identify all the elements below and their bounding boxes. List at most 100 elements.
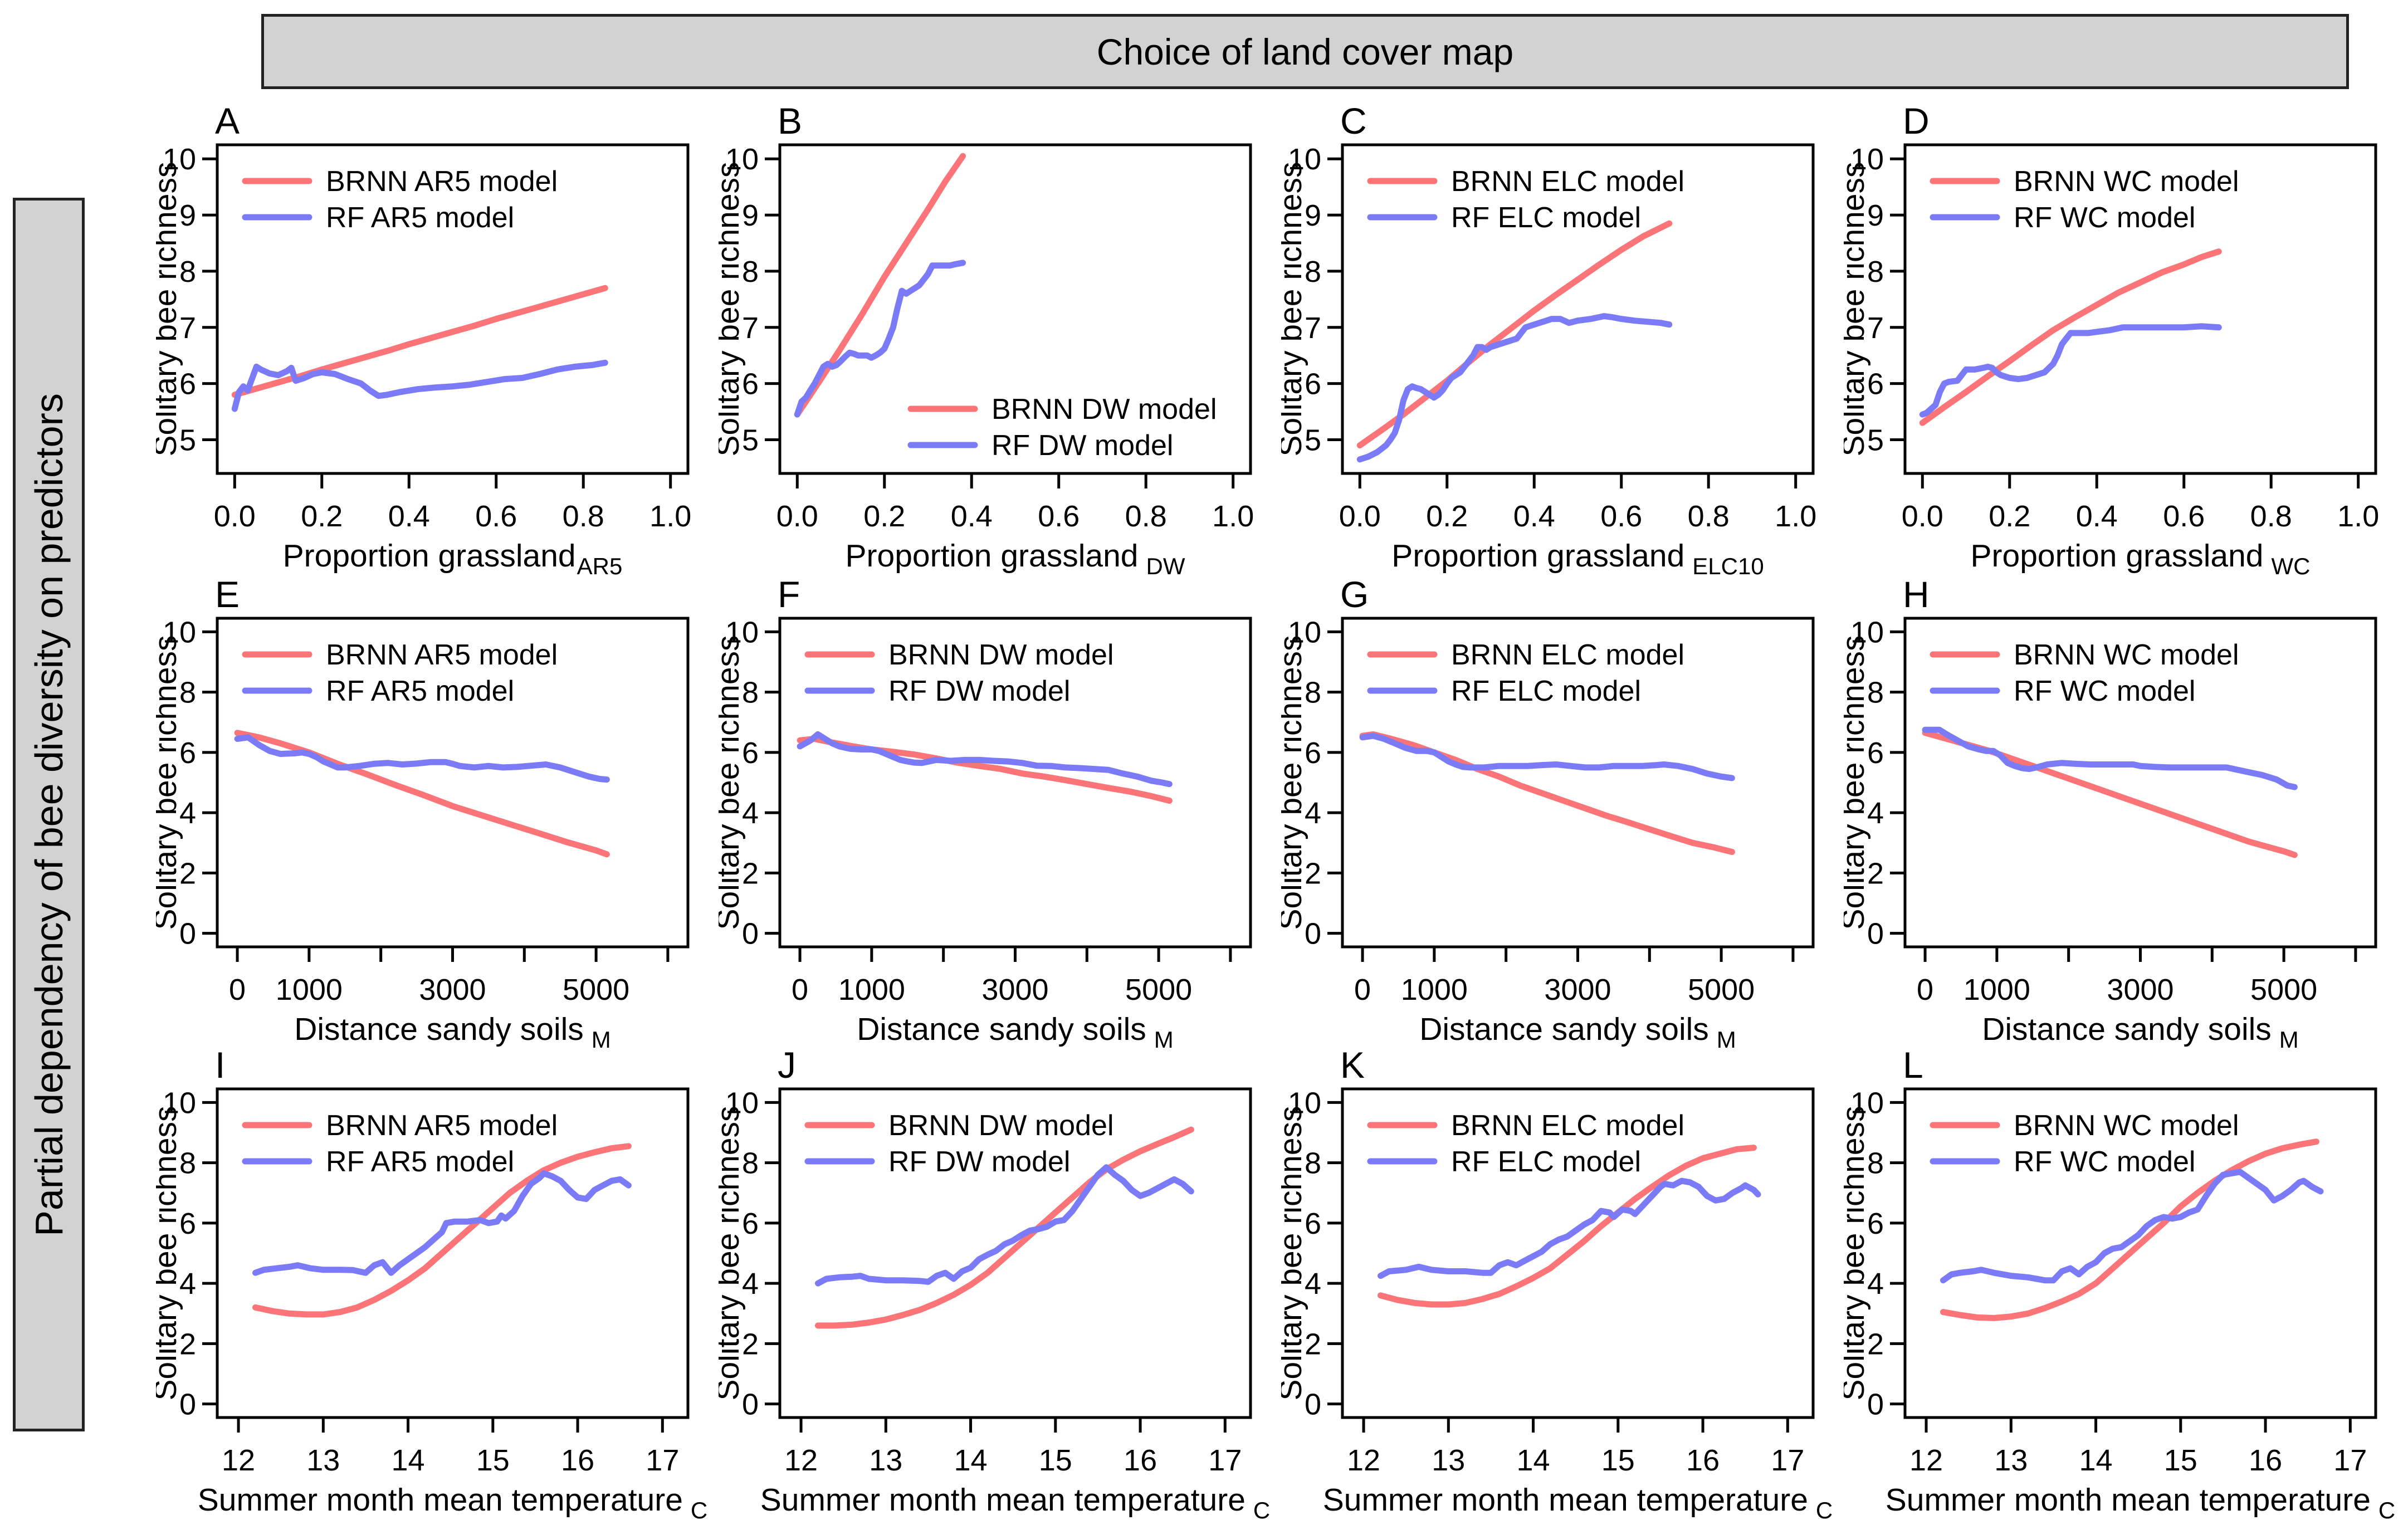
y-axis-label: Solitary bee richness [1844, 1106, 1871, 1400]
legend-label: BRNN ELC model [1451, 1110, 1684, 1142]
series-line-brnn [815, 1126, 1194, 1329]
y-tick-label: 10 [1850, 143, 1884, 176]
legend-label: BRNN DW model [888, 639, 1114, 671]
y-tick-label: 2 [1305, 1327, 1321, 1361]
y-tick-label: 7 [1305, 311, 1321, 345]
y-axis-label: Solitary bee richness [719, 635, 746, 930]
y-tick-label: 4 [742, 796, 759, 830]
y-axis-label: Solitary bee richness [156, 635, 183, 930]
y-tick-label: 2 [742, 1327, 759, 1361]
x-tick-label: 0.6 [1038, 500, 1080, 533]
x-tick-label: 13 [306, 1444, 340, 1477]
x-tick-label: 5000 [2250, 973, 2317, 1006]
legend-label: RF AR5 model [326, 675, 514, 707]
y-axis-label: Solitary bee richness [156, 162, 183, 456]
top-banner: Choice of land cover map [261, 14, 2349, 89]
y-tick-label: 2 [179, 1327, 196, 1361]
y-tick-label: 8 [742, 1147, 759, 1180]
y-tick-label: 10 [1288, 615, 1321, 649]
x-tick-label: 0.0 [1902, 500, 1943, 533]
y-tick-label: 8 [742, 255, 759, 289]
y-tick-label: 7 [742, 311, 759, 345]
series-line-rf [1940, 1169, 2324, 1284]
series-line-brnn [234, 730, 610, 858]
y-tick-label: 6 [179, 368, 196, 401]
y-tick-label: 6 [179, 1207, 196, 1240]
x-tick-label: 0.8 [1688, 500, 1730, 533]
legend-label: BRNN ELC model [1451, 165, 1684, 198]
x-axis-label: Summer month mean temperature C [198, 1482, 708, 1520]
panel-letter: D [1903, 100, 1930, 141]
y-tick-label: 0 [1867, 917, 1884, 951]
x-tick-label: 0.2 [863, 500, 905, 533]
x-tick-label: 5000 [1688, 973, 1755, 1006]
panel-letter: G [1340, 574, 1369, 615]
y-tick-label: 4 [1867, 1267, 1884, 1301]
legend-label: BRNN ELC model [1451, 639, 1684, 671]
y-tick-label: 8 [1867, 676, 1884, 710]
x-tick-label: 0.0 [776, 500, 818, 533]
panel-letter: L [1903, 1044, 1923, 1086]
x-tick-label: 0.6 [475, 500, 517, 533]
legend-label: BRNN DW model [991, 393, 1217, 426]
x-tick-label: 14 [392, 1444, 425, 1477]
x-tick-label: 0.8 [2250, 500, 2292, 533]
plot-box [1341, 143, 1815, 475]
legend-label: RF DW model [888, 675, 1070, 707]
legend-label: RF WC model [2014, 1146, 2195, 1178]
y-tick-label: 0 [1867, 1388, 1884, 1421]
x-tick-label: 14 [2079, 1444, 2113, 1477]
x-tick-label: 0.6 [1600, 500, 1642, 533]
legend-label: BRNN DW model [888, 1110, 1114, 1142]
x-tick-label: 0.4 [2076, 500, 2118, 533]
x-tick-label: 1000 [1401, 973, 1468, 1006]
x-tick-label: 3000 [981, 973, 1048, 1006]
y-tick-label: 0 [179, 917, 196, 951]
x-tick-label: 16 [561, 1444, 594, 1477]
panel-letter: E [215, 574, 240, 615]
y-tick-label: 10 [1288, 143, 1321, 176]
y-tick-label: 9 [179, 199, 196, 232]
y-axis-label: Solitary bee richness [1281, 162, 1308, 456]
y-axis-label: Solitary bee richness [719, 1106, 746, 1400]
x-tick-label: 14 [1517, 1444, 1550, 1477]
y-tick-label: 5 [742, 423, 759, 457]
x-axis-label: Distance sandy soils M [1982, 1011, 2299, 1053]
legend-label: BRNN WC model [2014, 165, 2239, 198]
y-tick-label: 6 [742, 736, 759, 770]
y-tick-label: 10 [725, 615, 759, 649]
x-tick-label: 1.0 [1775, 500, 1816, 533]
y-tick-label: 10 [1850, 615, 1884, 649]
x-tick-label: 13 [1432, 1444, 1465, 1477]
y-tick-label: 10 [1288, 1086, 1321, 1120]
x-axis-label: Distance sandy soils M [294, 1011, 611, 1053]
y-tick-label: 10 [163, 143, 196, 176]
series-line-rf [234, 734, 610, 783]
x-tick-label: 15 [2164, 1444, 2197, 1477]
legend-label: RF ELC model [1451, 1146, 1641, 1178]
x-tick-label: 5000 [563, 973, 629, 1006]
y-tick-label: 0 [179, 1388, 196, 1421]
y-tick-label: 8 [1867, 1147, 1884, 1180]
y-tick-label: 10 [1850, 1086, 1884, 1120]
x-tick-label: 0.0 [1339, 500, 1381, 533]
legend-label: BRNN WC model [2014, 639, 2239, 671]
series-line-brnn [1356, 220, 1673, 449]
plot-box [778, 143, 1252, 475]
series-line-brnn [1940, 1138, 2319, 1321]
y-tick-label: 0 [1305, 917, 1321, 951]
x-tick-label: 1.0 [1212, 500, 1254, 533]
series-line-rf [252, 1170, 632, 1276]
y-tick-label: 8 [742, 676, 759, 710]
x-tick-label: 0 [1917, 973, 1933, 1006]
y-tick-label: 9 [1305, 199, 1321, 232]
series-line-rf [815, 1164, 1194, 1287]
y-tick-label: 2 [1867, 1327, 1884, 1361]
x-axis-label: Summer month mean temperature C [760, 1482, 1271, 1520]
x-tick-label: 12 [1909, 1444, 1943, 1477]
